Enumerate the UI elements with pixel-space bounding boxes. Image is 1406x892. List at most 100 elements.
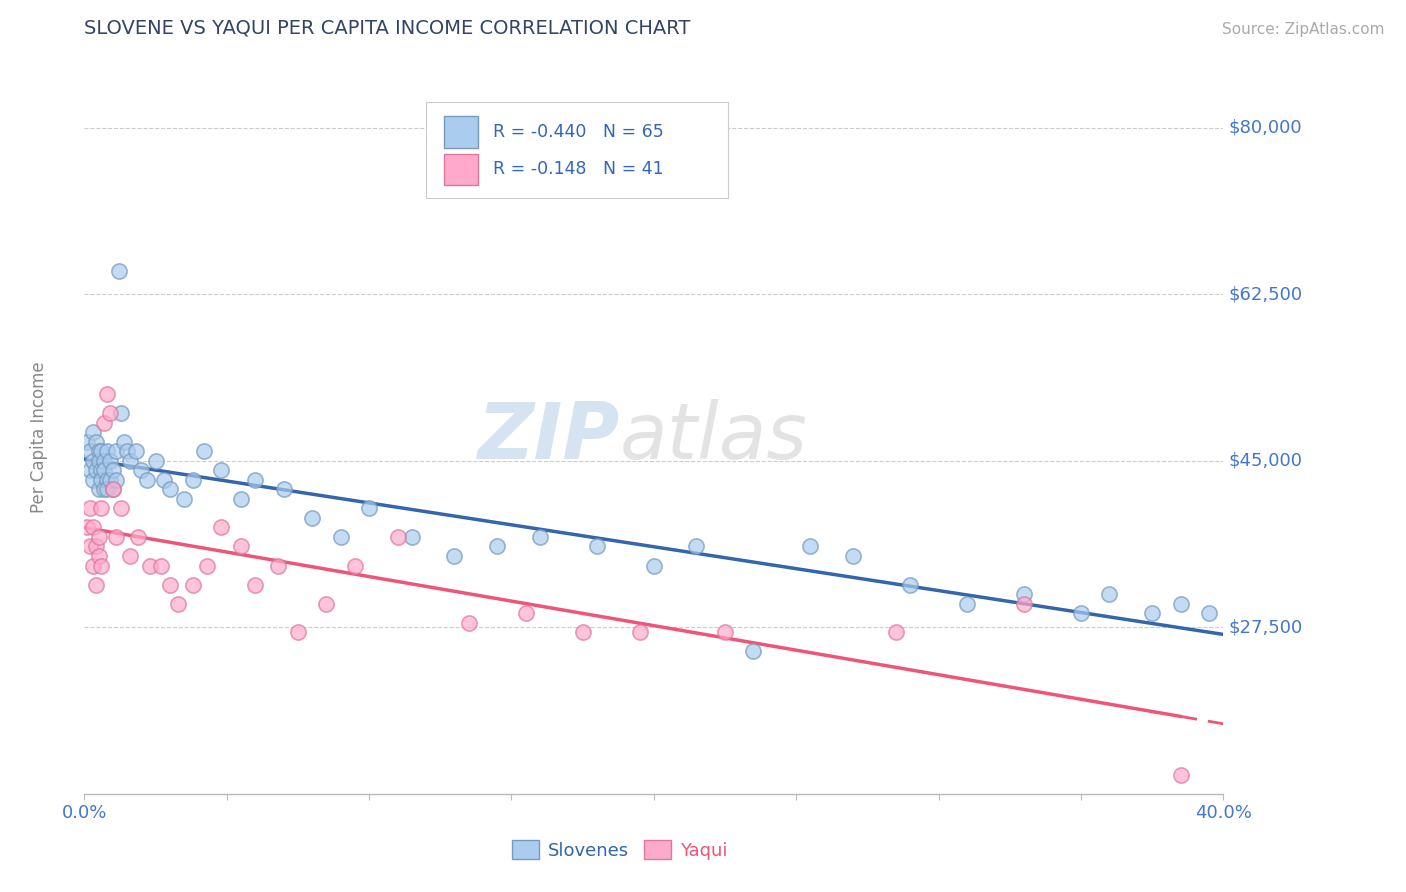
Point — [118, 549, 141, 563]
Point — [1012, 597, 1035, 611]
Point — [486, 540, 509, 554]
Text: ZIP: ZIP — [478, 399, 620, 475]
Point — [329, 530, 352, 544]
Point — [643, 558, 665, 573]
Point — [173, 491, 195, 506]
Point — [98, 406, 121, 420]
Text: R = -0.148   N = 41: R = -0.148 N = 41 — [494, 161, 664, 178]
Point — [87, 444, 110, 458]
Point — [209, 520, 232, 534]
Point — [150, 558, 173, 573]
Point — [273, 483, 295, 497]
FancyBboxPatch shape — [444, 116, 478, 148]
Point — [115, 444, 138, 458]
Point — [229, 540, 252, 554]
Point — [79, 444, 101, 458]
Text: SLOVENE VS YAQUI PER CAPITA INCOME CORRELATION CHART: SLOVENE VS YAQUI PER CAPITA INCOME CORRE… — [84, 19, 690, 37]
Point — [82, 558, 104, 573]
Point — [245, 473, 267, 487]
Point — [153, 473, 176, 487]
Point — [79, 540, 101, 554]
Text: atlas: atlas — [620, 399, 807, 475]
Point — [343, 558, 366, 573]
Point — [193, 444, 215, 458]
Point — [110, 501, 132, 516]
Point — [884, 625, 907, 640]
Point — [1198, 606, 1220, 620]
Point — [104, 444, 127, 458]
Point — [90, 463, 112, 477]
Point — [104, 473, 127, 487]
Point — [181, 473, 204, 487]
Point — [90, 473, 112, 487]
Point — [90, 444, 112, 458]
Point — [181, 577, 204, 591]
Text: $45,000: $45,000 — [1229, 452, 1303, 470]
Point — [79, 463, 101, 477]
Point — [82, 425, 104, 440]
Point — [1170, 768, 1192, 782]
Point — [124, 444, 146, 458]
Point — [84, 540, 107, 554]
Text: $27,500: $27,500 — [1229, 618, 1303, 636]
Point — [96, 387, 118, 401]
Point — [127, 530, 149, 544]
Point — [139, 558, 162, 573]
Point — [82, 520, 104, 534]
Point — [529, 530, 551, 544]
Point — [167, 597, 190, 611]
Point — [571, 625, 593, 640]
Point — [76, 520, 98, 534]
Point — [799, 540, 821, 554]
Text: Per Capita Income: Per Capita Income — [30, 361, 48, 513]
Text: $80,000: $80,000 — [1229, 119, 1302, 136]
Point — [93, 454, 115, 468]
Point — [84, 463, 107, 477]
Point — [90, 501, 112, 516]
Legend: Slovenes, Yaqui: Slovenes, Yaqui — [505, 833, 734, 867]
Point — [87, 483, 110, 497]
Point — [628, 625, 651, 640]
Text: $62,500: $62,500 — [1229, 285, 1303, 303]
Point — [101, 483, 124, 497]
Point — [245, 577, 267, 591]
Point — [898, 577, 921, 591]
Point — [443, 549, 465, 563]
Point — [159, 483, 181, 497]
Point — [287, 625, 309, 640]
Point — [359, 501, 381, 516]
Point — [90, 558, 112, 573]
Point — [96, 473, 118, 487]
Point — [87, 454, 110, 468]
Point — [107, 263, 129, 277]
FancyBboxPatch shape — [426, 102, 728, 198]
Point — [159, 577, 181, 591]
Point — [1070, 606, 1092, 620]
Point — [93, 483, 115, 497]
Point — [145, 454, 167, 468]
Point — [742, 644, 765, 658]
Point — [104, 530, 127, 544]
Point — [842, 549, 865, 563]
Point — [515, 606, 537, 620]
Point — [96, 444, 118, 458]
Point — [84, 434, 107, 449]
Point — [112, 434, 135, 449]
Point — [87, 549, 110, 563]
FancyBboxPatch shape — [444, 153, 478, 186]
Point — [110, 406, 132, 420]
Point — [387, 530, 409, 544]
Point — [1140, 606, 1163, 620]
Point — [195, 558, 218, 573]
Point — [457, 615, 479, 630]
Point — [98, 454, 121, 468]
Point — [1012, 587, 1035, 601]
Point — [956, 597, 979, 611]
Point — [84, 577, 107, 591]
Point — [401, 530, 423, 544]
Point — [136, 473, 159, 487]
Text: R = -0.440   N = 65: R = -0.440 N = 65 — [494, 123, 664, 141]
Point — [82, 473, 104, 487]
Point — [98, 473, 121, 487]
Point — [1170, 597, 1192, 611]
